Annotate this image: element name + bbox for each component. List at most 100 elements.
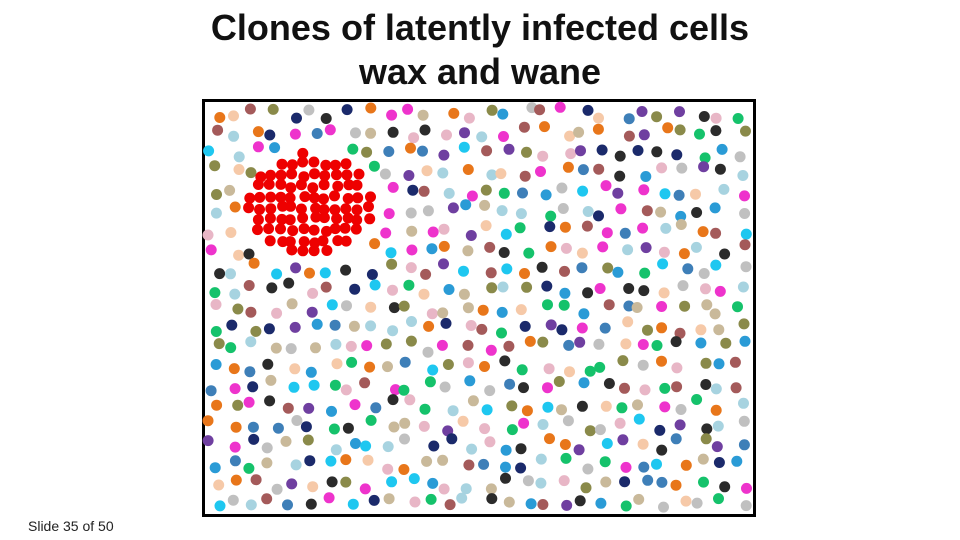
cell-dot — [503, 340, 515, 352]
cell-dot — [675, 219, 687, 230]
clone-cell-dot — [341, 169, 353, 181]
cell-dot — [307, 287, 319, 299]
cell-dot — [521, 146, 532, 158]
clone-cell-dot — [286, 244, 298, 256]
cell-dot — [674, 106, 685, 118]
cell-dot — [448, 107, 460, 119]
clone-cell-dot — [263, 223, 275, 235]
clone-cell-dot — [310, 211, 322, 223]
cell-dot — [247, 421, 259, 433]
cell-dot — [233, 164, 245, 175]
cell-dot — [670, 479, 682, 491]
cell-dot — [479, 361, 490, 372]
cell-dot — [614, 150, 626, 162]
cell-dot — [282, 499, 293, 511]
cell-dot — [320, 281, 332, 293]
clone-cell-dot — [340, 158, 352, 170]
cell-dot — [596, 144, 608, 156]
cell-dot — [710, 112, 722, 124]
clone-cell-dot — [363, 201, 374, 213]
cell-dot — [346, 356, 358, 368]
cell-dot — [656, 322, 668, 334]
cell-dot — [210, 207, 222, 219]
cell-dot — [245, 306, 257, 318]
cell-population-box — [202, 99, 756, 517]
cell-dot — [422, 346, 434, 358]
cell-dot — [285, 343, 297, 355]
cell-dot — [655, 206, 667, 218]
cell-dot — [638, 285, 650, 297]
cell-dot — [656, 476, 668, 488]
cell-dot — [266, 282, 278, 294]
cell-dot — [209, 287, 221, 299]
cell-dot — [438, 149, 450, 161]
cell-dot — [310, 342, 321, 354]
cell-dot — [233, 249, 245, 261]
cell-dot — [713, 358, 725, 370]
cell-dot — [691, 207, 703, 218]
cell-dot — [486, 169, 498, 181]
cell-dot — [731, 455, 743, 467]
clone-cell-dot — [350, 223, 362, 235]
cell-dot — [271, 483, 283, 495]
clone-cell-dot — [340, 235, 352, 247]
cell-dot — [437, 167, 449, 179]
cell-dot — [503, 496, 515, 508]
cell-dot — [619, 476, 631, 488]
clone-cell-dot — [297, 212, 309, 224]
cell-dot — [383, 208, 395, 220]
cell-dot — [574, 495, 586, 507]
cell-dot — [542, 382, 553, 394]
title-line-2: wax and wane — [358, 51, 602, 92]
cell-dot — [225, 268, 236, 280]
cell-dot — [443, 187, 455, 199]
cell-dot — [497, 281, 509, 293]
cell-dot — [365, 320, 377, 332]
cell-dot — [329, 319, 341, 331]
cell-dot — [564, 130, 576, 142]
cell-dot — [545, 319, 557, 331]
cell-dot — [558, 475, 570, 487]
cell-dot — [486, 104, 498, 116]
cell-dot — [398, 464, 410, 475]
cell-dot — [691, 497, 703, 509]
cell-dot — [263, 323, 275, 335]
cell-dot — [387, 394, 399, 406]
clone-cell-dot — [329, 223, 341, 235]
cell-dot — [500, 472, 511, 484]
cell-dot — [637, 222, 649, 234]
cell-dot — [738, 397, 749, 409]
cell-dot — [248, 433, 260, 445]
cell-dot — [403, 170, 415, 181]
cell-dot — [243, 248, 255, 260]
cell-dot — [282, 402, 294, 414]
clone-cell-dot — [332, 235, 344, 247]
cell-dot — [732, 113, 744, 124]
cell-dot — [515, 462, 527, 474]
cell-dot — [739, 190, 750, 202]
cell-dot — [428, 440, 440, 452]
cell-dot — [732, 301, 743, 313]
cell-dot — [439, 381, 451, 393]
cell-dot — [562, 415, 574, 427]
cell-dot — [360, 440, 372, 452]
cell-dot — [408, 473, 420, 485]
clone-cell-dot — [265, 203, 277, 215]
cell-dot — [212, 124, 224, 136]
cell-dot — [383, 146, 395, 157]
cell-dot — [447, 202, 459, 214]
cell-dot — [465, 230, 477, 241]
cell-dot — [617, 434, 629, 446]
cell-dot — [523, 247, 535, 259]
cell-dot — [720, 337, 732, 349]
clone-cell-dot — [351, 204, 363, 216]
clone-cell-dot — [252, 214, 264, 226]
cell-dot — [501, 263, 513, 275]
cell-dot — [479, 199, 491, 211]
cell-dot — [560, 242, 572, 254]
cell-dot — [383, 493, 395, 505]
cell-dot — [386, 476, 398, 488]
cell-dot — [636, 106, 648, 117]
cell-dot — [437, 307, 449, 319]
cell-dot — [675, 210, 687, 222]
